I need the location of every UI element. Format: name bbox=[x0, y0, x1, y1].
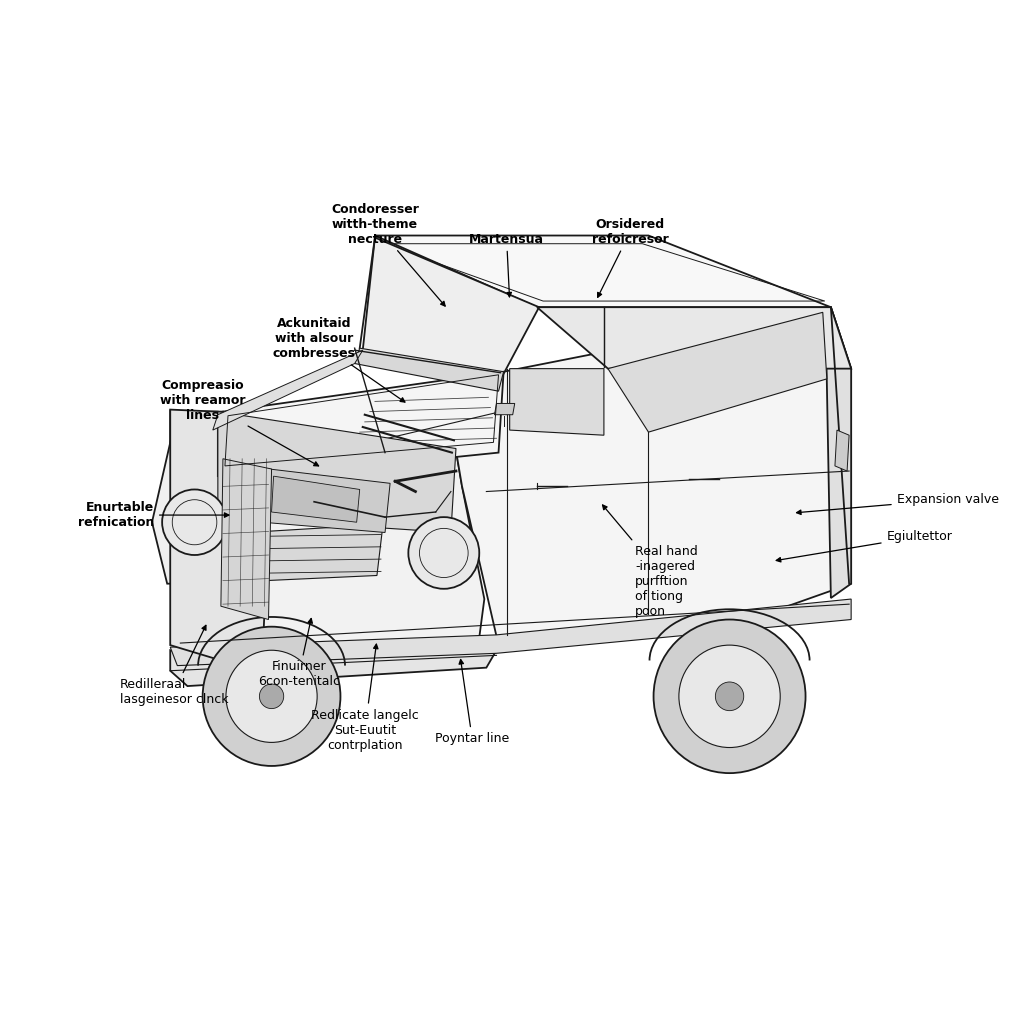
Circle shape bbox=[162, 489, 227, 555]
Text: Condoresser
witth-theme
necture: Condoresser witth-theme necture bbox=[331, 203, 445, 306]
Text: Egiultettor: Egiultettor bbox=[776, 530, 952, 562]
Polygon shape bbox=[825, 307, 851, 598]
Text: Enurtable
refnication: Enurtable refnication bbox=[78, 501, 229, 529]
Text: Orsidered
refoicresor: Orsidered refoicresor bbox=[592, 218, 669, 297]
Polygon shape bbox=[354, 348, 504, 391]
Circle shape bbox=[653, 620, 806, 773]
Text: Expansion valve: Expansion valve bbox=[797, 494, 998, 514]
Polygon shape bbox=[170, 640, 497, 686]
Text: Compreasio
with reamor
lines: Compreasio with reamor lines bbox=[160, 379, 318, 466]
Polygon shape bbox=[608, 312, 826, 432]
Polygon shape bbox=[170, 599, 851, 666]
Polygon shape bbox=[213, 350, 362, 430]
Polygon shape bbox=[243, 524, 383, 582]
Polygon shape bbox=[456, 307, 851, 645]
Text: Finuirner
6con-tenitalc: Finuirner 6con-tenitalc bbox=[258, 618, 340, 688]
Polygon shape bbox=[510, 369, 604, 435]
Polygon shape bbox=[172, 412, 223, 481]
Polygon shape bbox=[495, 403, 515, 415]
Text: Martensua: Martensua bbox=[469, 232, 544, 297]
Polygon shape bbox=[537, 307, 851, 369]
Polygon shape bbox=[218, 372, 504, 481]
Polygon shape bbox=[218, 412, 456, 532]
Circle shape bbox=[226, 650, 317, 742]
Text: Redilleraal
lasgeinesor clnck: Redilleraal lasgeinesor clnck bbox=[120, 626, 228, 706]
Text: Poyntar line: Poyntar line bbox=[435, 659, 509, 745]
Polygon shape bbox=[362, 238, 539, 374]
Polygon shape bbox=[170, 410, 268, 666]
Polygon shape bbox=[835, 430, 849, 471]
Polygon shape bbox=[221, 459, 271, 620]
Polygon shape bbox=[239, 466, 390, 532]
Polygon shape bbox=[375, 236, 830, 307]
Circle shape bbox=[679, 645, 780, 748]
Polygon shape bbox=[152, 412, 223, 584]
Text: Real hand
-inagered
purfftion
of tiong
poon: Real hand -inagered purfftion of tiong p… bbox=[602, 505, 698, 617]
Polygon shape bbox=[271, 476, 359, 522]
Circle shape bbox=[259, 684, 284, 709]
Circle shape bbox=[716, 682, 743, 711]
Circle shape bbox=[409, 517, 479, 589]
Text: Ackunitaid
with alsour
combresses: Ackunitaid with alsour combresses bbox=[272, 317, 404, 402]
Polygon shape bbox=[170, 410, 484, 671]
Text: Redlicate langelc
Sut-Euutit
contrplation: Redlicate langelc Sut-Euutit contrplatio… bbox=[311, 644, 419, 752]
Circle shape bbox=[203, 627, 340, 766]
